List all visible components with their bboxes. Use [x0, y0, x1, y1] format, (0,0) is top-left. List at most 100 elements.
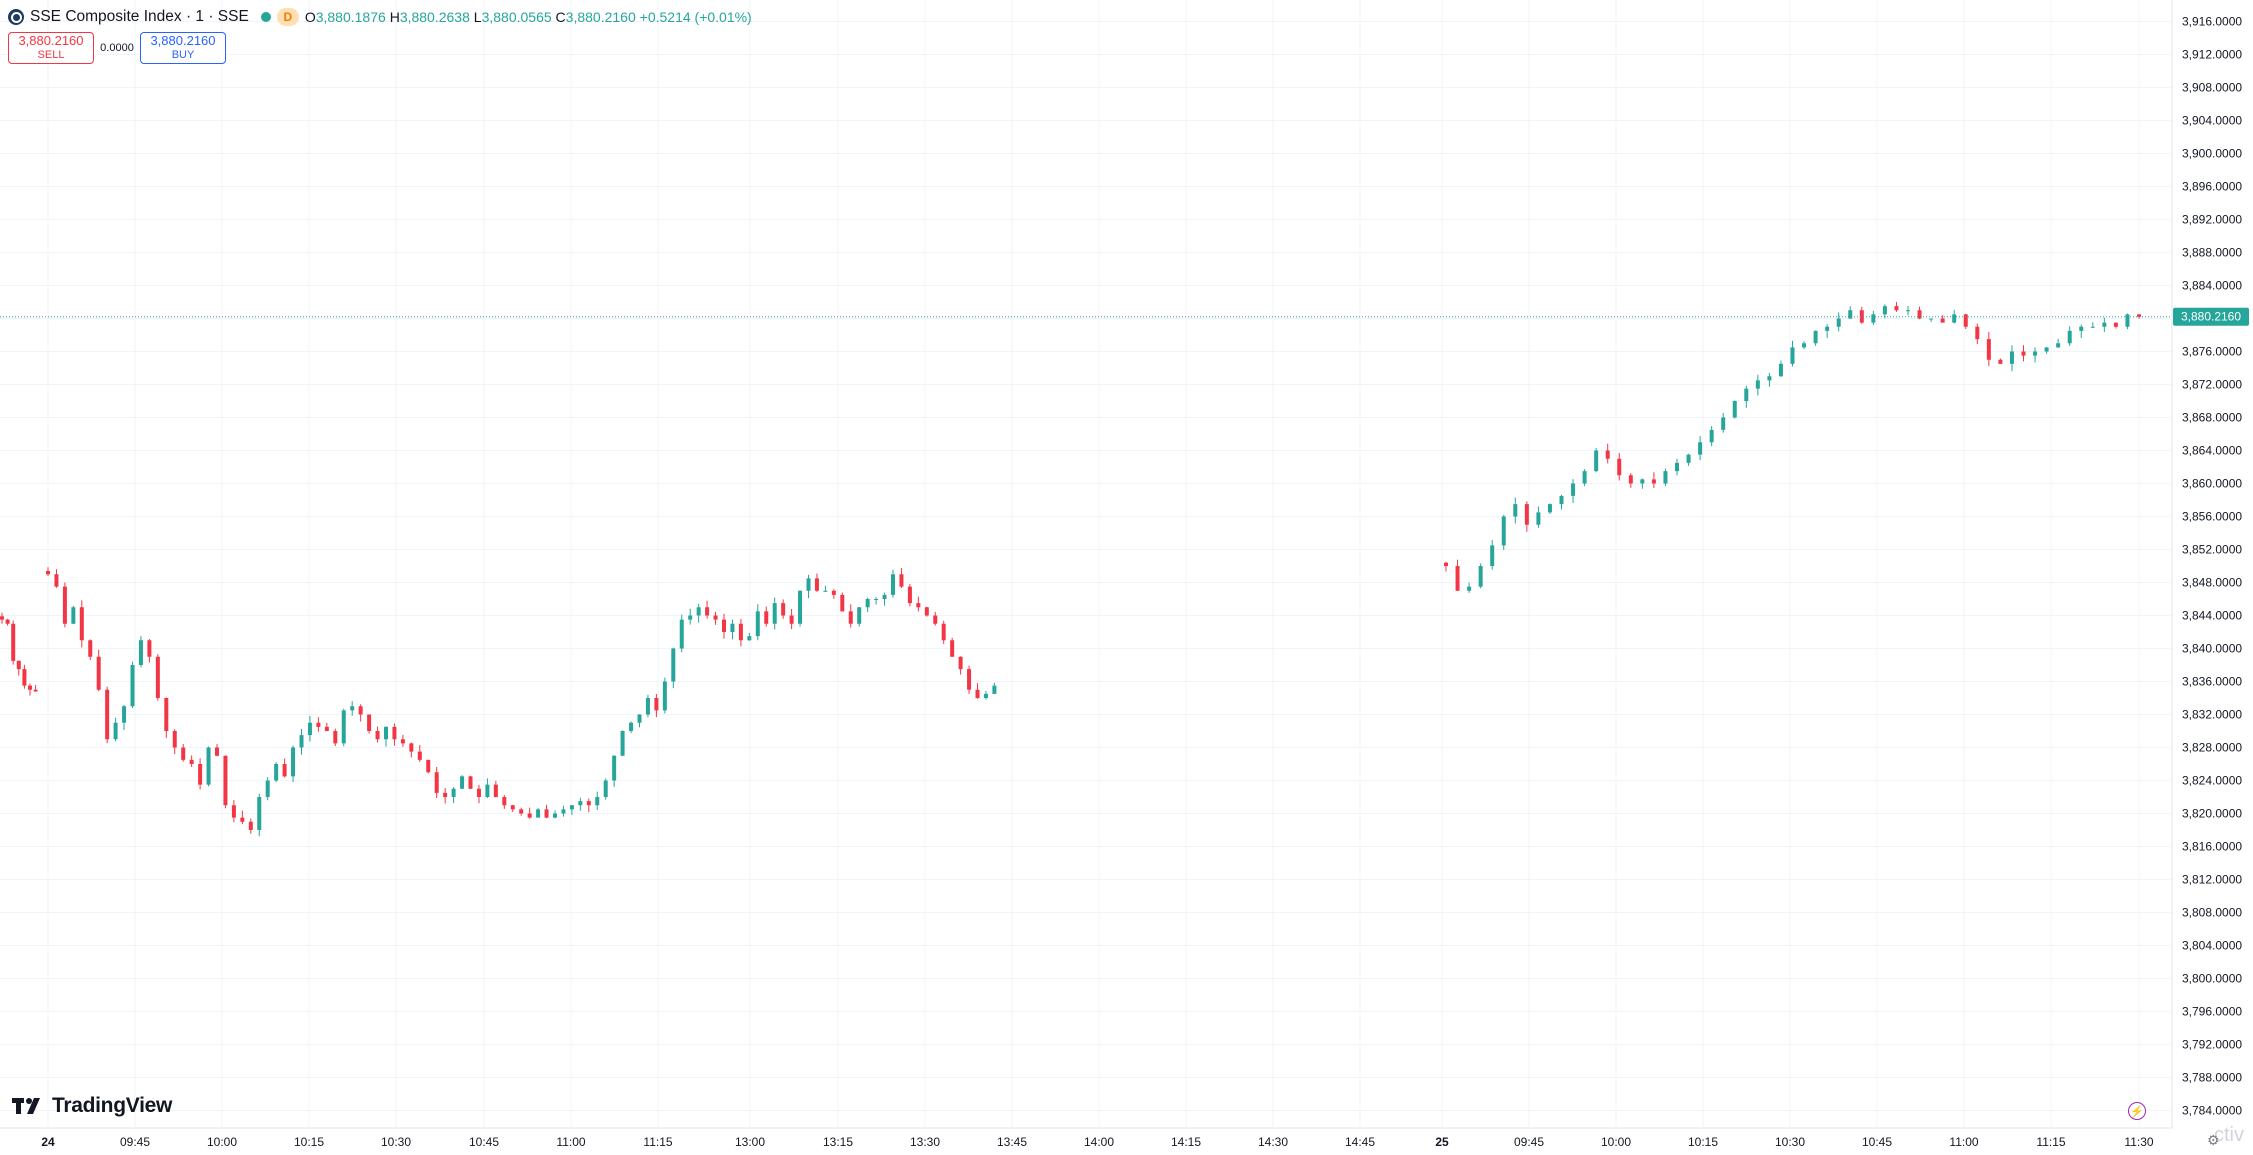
candle-body — [5, 619, 10, 624]
candle-body — [1594, 450, 1599, 472]
candle-body — [1444, 562, 1448, 566]
candle-body — [1582, 471, 1587, 484]
buy-label: BUY — [171, 49, 195, 61]
candle-body — [933, 615, 938, 624]
high-value: 3,880.2638 — [399, 9, 470, 25]
candle-body — [848, 611, 853, 624]
y-tick-label: 3,916.0000 — [2182, 15, 2242, 29]
y-tick-label: 3,896.0000 — [2182, 180, 2242, 194]
y-tick-label: 3,832.0000 — [2182, 708, 2242, 722]
candle-body — [122, 706, 127, 723]
x-tick-label: 10:30 — [1775, 1135, 1805, 1149]
candle-body — [738, 623, 743, 641]
candle-body — [130, 665, 135, 707]
candle-body — [358, 706, 363, 715]
candle-body — [916, 603, 921, 608]
y-tick-label: 3,848.0000 — [2182, 576, 2242, 590]
candle-body — [1605, 450, 1610, 459]
candle-body — [781, 603, 786, 616]
x-tick-label: 13:00 — [735, 1135, 765, 1149]
buy-button[interactable]: 3,880.2160 BUY — [140, 32, 226, 64]
candle-body — [527, 813, 532, 818]
candle-body — [485, 784, 490, 797]
candle-body — [840, 594, 845, 612]
candle-body — [620, 731, 625, 756]
candle-body — [1698, 442, 1703, 455]
open-label: O — [304, 9, 316, 25]
tradingview-logo[interactable]: TradingView — [12, 1094, 172, 1118]
candle-body — [789, 615, 794, 624]
y-tick-label: 3,876.0000 — [2182, 345, 2242, 359]
x-tick-label: 13:30 — [910, 1135, 940, 1149]
candle-body — [231, 805, 236, 818]
close-label: C — [555, 9, 566, 25]
y-tick-label: 3,828.0000 — [2182, 741, 2242, 755]
y-tick-label: 3,856.0000 — [2182, 510, 2242, 524]
sell-button[interactable]: 3,880.2160 SELL — [8, 32, 94, 64]
x-tick-label: 14:45 — [1345, 1135, 1375, 1149]
candle-body — [1467, 586, 1472, 591]
trade-panel: 3,880.2160 SELL 0.0000 3,880.2160 BUY — [8, 32, 226, 64]
candle-body — [2137, 314, 2141, 317]
y-tick-label: 3,808.0000 — [2182, 906, 2242, 920]
y-tick-label: 3,824.0000 — [2182, 774, 2242, 788]
candle-body — [924, 607, 929, 616]
y-tick-label: 3,840.0000 — [2182, 642, 2242, 656]
candle-body — [33, 689, 38, 692]
candle-body — [1929, 318, 1934, 320]
candle-body — [341, 710, 346, 744]
y-tick-label: 3,804.0000 — [2182, 939, 2242, 953]
candle-body — [950, 640, 955, 657]
candle-body — [958, 656, 963, 670]
tradingview-logo-text: TradingView — [52, 1094, 173, 1117]
candle-body — [155, 656, 160, 698]
sell-label: SELL — [37, 49, 65, 61]
candle-body — [1963, 314, 1968, 327]
candle-body — [1501, 516, 1506, 546]
candle-body — [138, 640, 143, 665]
candle-body — [333, 731, 338, 744]
y-tick-label: 3,872.0000 — [2182, 378, 2242, 392]
x-tick-label: 14:30 — [1258, 1135, 1288, 1149]
candle-body — [62, 586, 67, 624]
candle-body — [975, 689, 980, 698]
candle-body — [0, 616, 4, 620]
candle-body — [1894, 306, 1899, 311]
x-tick-label: 10:45 — [1862, 1135, 1892, 1149]
candle-body — [806, 578, 811, 591]
candle-body — [688, 615, 693, 620]
x-tick-label: 14:00 — [1084, 1135, 1114, 1149]
lightning-icon[interactable]: ⚡ — [2128, 1102, 2146, 1120]
candle-body — [1975, 326, 1980, 340]
candle-body — [324, 726, 329, 731]
candle-body — [282, 764, 287, 777]
x-tick-label: 11:15 — [643, 1135, 672, 1149]
y-tick-label: 3,864.0000 — [2182, 444, 2242, 458]
candle-body — [384, 726, 388, 740]
candle-body — [1617, 458, 1622, 476]
candle-body — [730, 623, 735, 632]
x-tick-label: 10:00 — [207, 1135, 237, 1149]
candle-body — [79, 607, 84, 641]
candle-body — [1721, 417, 1726, 430]
candle-body — [299, 735, 304, 748]
x-tick-label: 09:45 — [120, 1135, 150, 1149]
y-tick-label: 3,820.0000 — [2182, 807, 2242, 821]
candle-body — [257, 797, 262, 830]
gear-icon[interactable]: ⚙ — [2207, 1132, 2220, 1148]
candle-body — [2090, 326, 2095, 328]
market-open-dot-icon — [260, 12, 271, 22]
candle-body — [1906, 310, 1910, 312]
candle-body — [1755, 380, 1760, 389]
delayed-badge[interactable]: D — [276, 8, 299, 26]
sell-price: 3,880.2160 — [18, 33, 84, 48]
candle-body — [578, 801, 583, 806]
candle-body — [1571, 483, 1576, 496]
candle-body — [1663, 471, 1668, 484]
x-tick-label: 24 — [41, 1135, 55, 1149]
candle-body — [265, 780, 270, 797]
symbol-title[interactable]: SSE Composite Index · 1 · SSE — [30, 8, 249, 25]
candle-body — [519, 809, 524, 814]
candle-body — [1455, 566, 1460, 591]
